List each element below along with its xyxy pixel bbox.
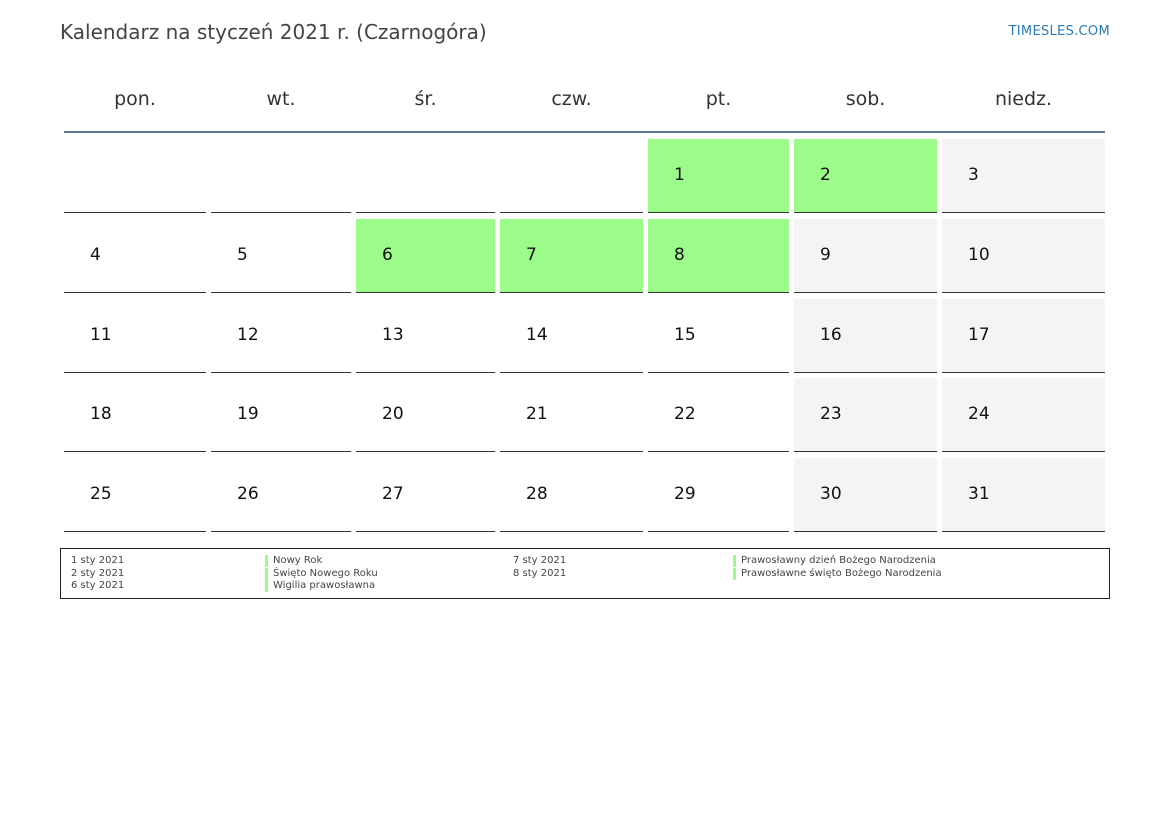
day-cell-26[interactable]: 26 [211,458,351,532]
day-number: 11 [90,325,112,345]
day-cell-23[interactable]: 23 [794,378,937,452]
day-cell-1[interactable]: 1 [648,139,789,213]
weekday-label: śr. [414,88,437,110]
day-cell-20[interactable]: 20 [356,378,495,452]
legend-date: 6 sty 2021 [71,580,125,591]
day-number: 1 [674,165,685,185]
day-cell-18[interactable]: 18 [64,378,206,452]
day-number: 5 [237,245,248,265]
day-cell-21[interactable]: 21 [500,378,643,452]
day-number: 31 [968,484,990,504]
day-cell-19[interactable]: 19 [211,378,351,452]
day-cell-28[interactable]: 28 [500,458,643,532]
day-number: 12 [237,325,259,345]
legend-date: 7 sty 2021 [513,555,567,566]
day-cell-29[interactable]: 29 [648,458,789,532]
day-number: 15 [674,325,696,345]
day-number: 3 [968,165,979,185]
day-number: 2 [820,165,831,185]
day-number: 14 [526,325,548,345]
weekday-label: pon. [114,88,156,110]
day-cell-30[interactable]: 30 [794,458,937,532]
day-number: 16 [820,325,842,345]
legend-holiday-name: Prawosławny dzień Bożego Narodzenia [733,555,936,567]
legend-date: 2 sty 2021 [71,568,125,579]
day-cell-7[interactable]: 7 [500,219,643,293]
day-cell-17[interactable]: 17 [942,299,1105,373]
day-number: 9 [820,245,831,265]
day-number: 17 [968,325,990,345]
legend-holiday-name: Nowy Rok [265,555,322,567]
empty-day-cell [64,139,206,213]
day-number: 10 [968,245,990,265]
day-number: 20 [382,404,404,424]
day-number: 4 [90,245,101,265]
day-cell-12[interactable]: 12 [211,299,351,373]
day-number: 6 [382,245,393,265]
day-cell-24[interactable]: 24 [942,378,1105,452]
day-cell-25[interactable]: 25 [64,458,206,532]
day-cell-6[interactable]: 6 [356,219,495,293]
legend-holiday-name: Wigilia prawosławna [265,580,375,592]
weekday-label: sob. [845,88,886,110]
empty-day-cell [356,139,495,213]
weekday-label: wt. [266,88,296,110]
legend-holiday-name: Prawosławne święto Bożego Narodzenia [733,568,942,580]
legend-holiday-name: Święto Nowego Roku [265,568,378,580]
holiday-legend: 1 sty 2021 Nowy Rok 2 sty 2021 Święto Noweg… [60,548,1110,599]
legend-date: 8 sty 2021 [513,568,567,579]
day-cell-9[interactable]: 9 [794,219,937,293]
weekday-label: pt. [705,88,732,110]
day-number: 27 [382,484,404,504]
day-cell-10[interactable]: 10 [942,219,1105,293]
day-cell-22[interactable]: 22 [648,378,789,452]
day-cell-8[interactable]: 8 [648,219,789,293]
day-number: 25 [90,484,112,504]
day-cell-2[interactable]: 2 [794,139,937,213]
day-number: 29 [674,484,696,504]
day-number: 21 [526,404,548,424]
day-cell-16[interactable]: 16 [794,299,937,373]
empty-day-cell [211,139,351,213]
day-cell-4[interactable]: 4 [64,219,206,293]
weekday-label: niedz. [994,88,1053,110]
day-cell-3[interactable]: 3 [942,139,1105,213]
day-number: 24 [968,404,990,424]
day-cell-5[interactable]: 5 [211,219,351,293]
day-cell-31[interactable]: 31 [942,458,1105,532]
day-number: 18 [90,404,112,424]
day-number: 28 [526,484,548,504]
page-title: Kalendarz na styczeń 2021 r. (Czarnogóra… [60,20,487,44]
day-cell-15[interactable]: 15 [648,299,789,373]
empty-day-cell [500,139,643,213]
day-cell-27[interactable]: 27 [356,458,495,532]
day-number: 8 [674,245,685,265]
day-cell-11[interactable]: 11 [64,299,206,373]
day-number: 23 [820,404,842,424]
day-number: 19 [237,404,259,424]
brand-link[interactable]: TIMESLES.COM [1008,24,1110,39]
day-number: 26 [237,484,259,504]
weekday-label: czw. [551,88,592,110]
day-cell-14[interactable]: 14 [500,299,643,373]
day-number: 22 [674,404,696,424]
day-cell-13[interactable]: 13 [356,299,495,373]
header-divider [64,131,1105,133]
day-number: 13 [382,325,404,345]
legend-date: 1 sty 2021 [71,555,125,566]
day-number: 7 [526,245,537,265]
day-number: 30 [820,484,842,504]
